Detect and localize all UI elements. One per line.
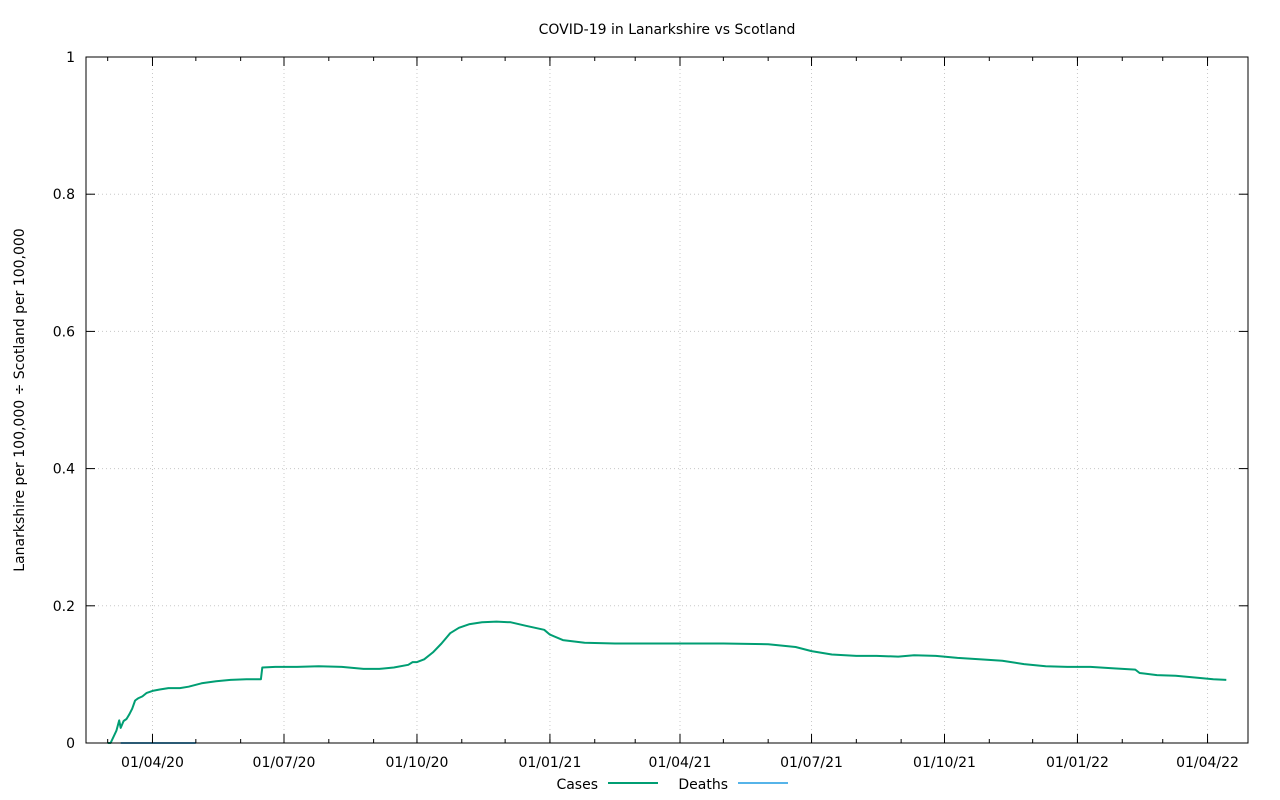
x-tick-label: 01/10/21 bbox=[913, 755, 976, 771]
x-tick-label: 01/04/20 bbox=[121, 755, 184, 771]
ticks: 0 0.2 0.4 0.6 0.8 1 01/04/20 01/07/20 01/10/20 01… bbox=[53, 50, 1248, 771]
y-tick-label: 0 bbox=[66, 736, 75, 752]
legend: Cases Deaths bbox=[556, 777, 788, 793]
chart-title: COVID-19 in Lanarkshire vs Scotland bbox=[539, 22, 796, 38]
plot-frame bbox=[85, 56, 1249, 744]
x-tick-label: 01/10/20 bbox=[386, 755, 449, 771]
y-tick-label: 0.8 bbox=[53, 187, 75, 203]
y-tick-label: 1 bbox=[66, 50, 75, 66]
y-axis-label: Lanarkshire per 100,000 ÷ Scotland per 1… bbox=[12, 228, 28, 571]
series-group bbox=[107, 620, 1227, 744]
x-tick-label: 01/04/22 bbox=[1176, 755, 1239, 771]
series-line-cases bbox=[107, 620, 1227, 744]
y-tick-label: 0.4 bbox=[53, 462, 75, 478]
x-tick-label: 01/01/22 bbox=[1046, 755, 1109, 771]
y-tick-label: 0.6 bbox=[53, 324, 75, 340]
x-tick-label: 01/07/21 bbox=[780, 755, 843, 771]
x-tick-label: 01/01/21 bbox=[518, 755, 581, 771]
grid bbox=[86, 57, 1248, 743]
x-tick-label: 01/07/20 bbox=[253, 755, 316, 771]
y-tick-label: 0.2 bbox=[53, 599, 75, 615]
legend-label-cases: Cases bbox=[556, 777, 598, 793]
x-tick-label: 01/04/21 bbox=[649, 755, 712, 771]
legend-label-deaths: Deaths bbox=[678, 777, 728, 793]
